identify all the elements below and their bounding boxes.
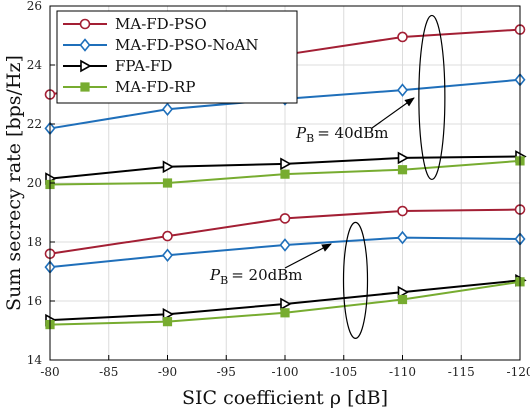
data-point-ma-fd-pso-noan bbox=[161, 102, 174, 117]
data-point-fpa-fd bbox=[162, 160, 175, 174]
data-point-ma-fd-pso-noan bbox=[396, 83, 409, 97]
data-point-ma-fd-rp bbox=[162, 317, 173, 327]
data-point-ma-fd-pso-noan bbox=[279, 238, 291, 252]
group-ellipse bbox=[418, 14, 446, 181]
data-point-ma-fd-rp bbox=[280, 308, 290, 318]
x-tick-label: -120 bbox=[507, 365, 530, 379]
power-label: PB = 20dBm bbox=[209, 266, 302, 287]
annotations: PB = 40dBm PB = 20dBm bbox=[209, 14, 446, 339]
x-tick-label: -100 bbox=[272, 365, 299, 379]
data-point-ma-fd-pso-noan bbox=[161, 248, 174, 263]
group-ellipse bbox=[342, 221, 369, 339]
y-tick-label: 22 bbox=[27, 117, 42, 131]
x-tick-label: -80 bbox=[40, 365, 59, 379]
annotation-arrow bbox=[284, 243, 332, 269]
x-tick-label: -105 bbox=[330, 365, 357, 379]
y-tick-label: 16 bbox=[27, 294, 42, 308]
legend-marker-ma-fd-rp bbox=[80, 82, 90, 92]
data-point-fpa-fd bbox=[280, 157, 292, 171]
power-label: PB = 40dBm bbox=[295, 124, 388, 145]
y-axis-label: Sum secrecy rate [bps/Hz] bbox=[3, 55, 25, 311]
data-point-fpa-fd bbox=[397, 151, 410, 165]
data-point-ma-fd-pso-noan bbox=[396, 230, 409, 245]
legend-label-fpa-fd: FPA-FD bbox=[115, 57, 172, 75]
x-tick-label: -115 bbox=[448, 365, 475, 379]
data-point-ma-fd-rp bbox=[397, 165, 408, 175]
y-tick-label: 14 bbox=[27, 353, 43, 367]
data-point-ma-fd-pso bbox=[397, 31, 408, 43]
data-point-ma-fd-pso bbox=[397, 205, 408, 217]
y-tick-label: 18 bbox=[27, 235, 42, 249]
x-tick-label: -110 bbox=[389, 365, 416, 379]
x-tick-label: -90 bbox=[158, 365, 177, 379]
y-tick-label: 20 bbox=[27, 176, 42, 190]
legend: MA-FD-PSO MA-FD-PSO-NoAN FPA-FD MA-FD-RP bbox=[56, 10, 298, 104]
data-point-ma-fd-pso bbox=[162, 230, 173, 242]
data-point-ma-fd-rp bbox=[280, 169, 290, 179]
data-point-fpa-fd bbox=[397, 285, 410, 299]
tick-labels: -80 -85 -90 -95 -100 -105 -110 -115 -120 14 16 18 20… bbox=[27, 0, 530, 379]
data-point-fpa-fd bbox=[280, 297, 292, 311]
annotation-arrow bbox=[371, 97, 415, 129]
legend-marker-ma-fd-pso bbox=[79, 18, 91, 30]
legend-marker-ma-fd-pso-noan bbox=[79, 38, 91, 52]
x-tick-label: -85 bbox=[99, 365, 118, 379]
data-point-ma-fd-rp bbox=[397, 294, 408, 305]
x-axis-label: SIC coefficient ρ [dB] bbox=[182, 387, 388, 409]
y-tick-label: 24 bbox=[27, 58, 43, 72]
y-tick-label: 26 bbox=[27, 0, 42, 13]
legend-marker-fpa-fd bbox=[80, 59, 92, 73]
x-tick-label: -95 bbox=[217, 365, 236, 379]
data-point-fpa-fd bbox=[162, 307, 175, 321]
legend-label-ma-fd-pso: MA-FD-PSO bbox=[115, 15, 207, 33]
data-point-ma-fd-rp bbox=[162, 178, 173, 188]
data-point-ma-fd-pso bbox=[279, 213, 291, 224]
legend-label-ma-fd-pso-noan: MA-FD-PSO-NoAN bbox=[115, 36, 258, 54]
legend-label-ma-fd-rp: MA-FD-RP bbox=[115, 78, 195, 96]
